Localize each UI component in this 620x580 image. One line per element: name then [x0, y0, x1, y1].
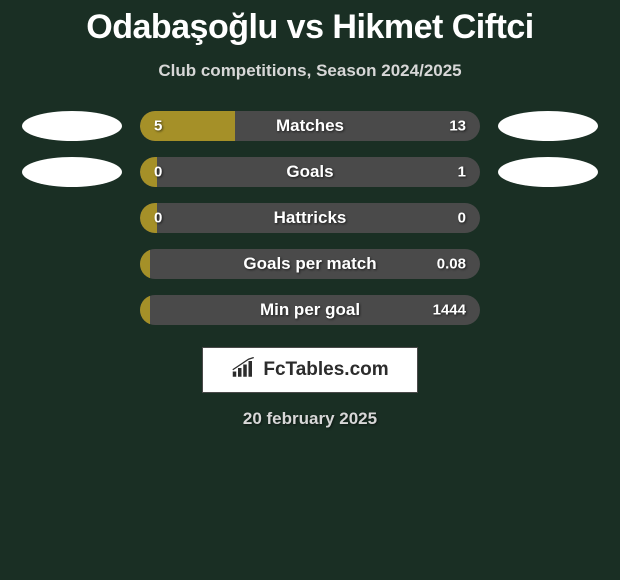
stat-row: 0 Goals 1: [0, 157, 620, 187]
stat-label: Hattricks: [274, 208, 347, 228]
stat-right-value: 0: [458, 210, 466, 227]
page-title: Odabaşoğlu vs Hikmet Ciftci: [0, 8, 620, 47]
stat-bar: 0 Goals 1: [140, 157, 480, 187]
stat-bar-fill: [140, 249, 150, 279]
stat-bar-fill: [140, 295, 150, 325]
left-team-bubble: [22, 157, 122, 187]
stat-bar: Min per goal 1444: [140, 295, 480, 325]
stat-row: 0 Hattricks 0: [0, 203, 620, 233]
stat-label: Goals: [286, 162, 333, 182]
stat-right-value: 1444: [433, 302, 466, 319]
footer-logo-text: FcTables.com: [263, 359, 388, 381]
footer-logo: FcTables.com: [202, 347, 418, 393]
subtitle: Club competitions, Season 2024/2025: [0, 61, 620, 81]
stat-row: Min per goal 1444: [0, 295, 620, 325]
left-team-bubble: [22, 111, 122, 141]
stat-bar: Goals per match 0.08: [140, 249, 480, 279]
stat-left-value: 5: [154, 118, 162, 135]
footer-date: 20 february 2025: [0, 409, 620, 429]
stat-right-value: 13: [449, 118, 466, 135]
stat-bar: 0 Hattricks 0: [140, 203, 480, 233]
comparison-infographic: Odabaşoğlu vs Hikmet Ciftci Club competi…: [0, 0, 620, 580]
stat-rows: 5 Matches 13 0 Goals 1 0 Hattricks 0 Goals per ma…: [0, 111, 620, 325]
stat-row: Goals per match 0.08: [0, 249, 620, 279]
stat-row: 5 Matches 13: [0, 111, 620, 141]
chart-icon: [231, 357, 259, 384]
right-team-bubble: [498, 157, 598, 187]
stat-label: Goals per match: [243, 254, 376, 274]
stat-label: Matches: [276, 116, 344, 136]
stat-bar: 5 Matches 13: [140, 111, 480, 141]
stat-left-value: 0: [154, 164, 162, 181]
right-team-bubble: [498, 111, 598, 141]
stat-right-value: 1: [458, 164, 466, 181]
stat-label: Min per goal: [260, 300, 360, 320]
stat-left-value: 0: [154, 210, 162, 227]
stat-right-value: 0.08: [437, 256, 466, 273]
